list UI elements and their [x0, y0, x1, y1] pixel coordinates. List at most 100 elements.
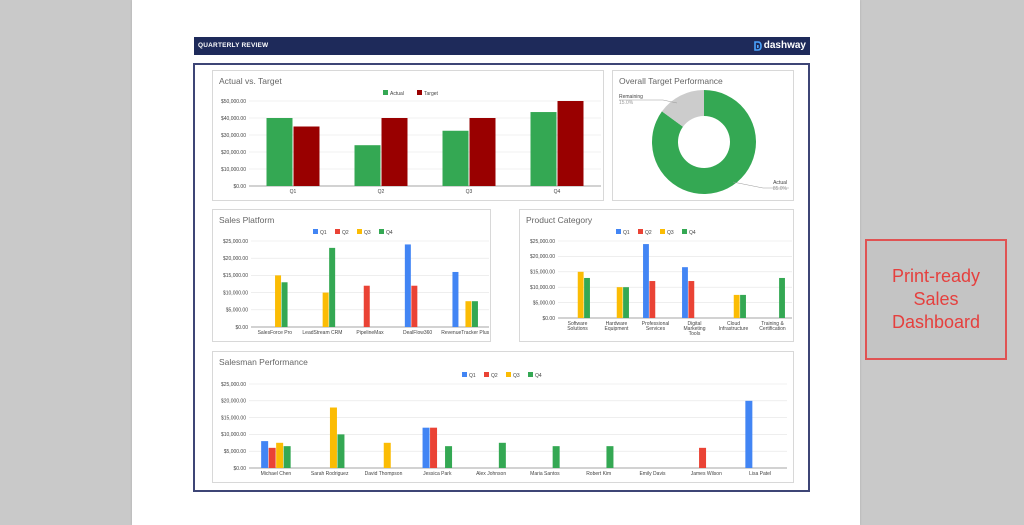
legend-label: Q4 [689, 230, 696, 236]
bar-q4-1 [337, 434, 345, 468]
sales-platform-card: Sales Platform Q1 Q2 Q3 Q4 $0.00 $5,000.00 $10… [212, 209, 491, 342]
legend-label: Q2 [342, 230, 349, 236]
y-tick-label: $30,000.00 [221, 133, 246, 139]
legend-swatch [417, 90, 422, 95]
x-tick-label: Alex Johnson [476, 471, 506, 477]
legend-label: Q1 [320, 230, 327, 236]
report-header: QUARTERLY REVIEW dashway [194, 37, 810, 55]
sales-platform-chart: Q1 Q2 Q3 Q4 $0.00 $5,000.00 $10,000.00 $15,000.… [223, 229, 490, 336]
legend-swatch [335, 229, 340, 234]
x-tick-label: RevenueTracker Plus [441, 330, 489, 336]
actual-label: Actual [773, 180, 787, 186]
overall-target-card: Overall Target Performance Remaining 15.0… [612, 70, 794, 201]
x-tick-label: Hardware [606, 321, 628, 327]
y-tick-label: $5,000.00 [226, 308, 248, 314]
brand-name: dashway [763, 40, 806, 51]
y-tick-label: $0.00 [542, 316, 555, 322]
bar-actual-1 [354, 145, 381, 186]
bar-q4-1 [623, 287, 629, 318]
bar-actual-0 [266, 118, 293, 186]
x-tick-label: Robert Kim [586, 471, 611, 477]
bar-target-3 [557, 101, 584, 186]
bar-q4-5 [779, 277, 785, 318]
legend-label: Q3 [513, 373, 520, 379]
bar-q1-3 [682, 267, 688, 318]
x-tick-label: Professional [642, 321, 670, 327]
actual-leader-line [732, 181, 789, 189]
legend-swatch [506, 372, 511, 377]
y-tick-label: $0.00 [233, 184, 246, 190]
bar-q3-0 [275, 275, 282, 327]
bar-q4-3 [445, 446, 453, 468]
bar-actual-3 [530, 112, 557, 186]
bar-q3-4 [733, 294, 740, 318]
bar-q2-0 [268, 447, 276, 468]
legend-swatch [313, 229, 318, 234]
x-tick-label: Q3 [466, 189, 473, 195]
salesman-performance-chart: Q1 Q2 Q3 Q4 $0.00 $5,000.00 $10,000.00 $15,000.… [221, 372, 787, 477]
bar-q3-1 [322, 292, 329, 327]
actual-vs-target-card: Actual vs. Target Actual Target $0.00 $10,0… [212, 70, 604, 201]
x-tick-label: Q2 [378, 189, 385, 195]
legend-label: Target [424, 91, 439, 97]
y-tick-label: $20,000.00 [530, 254, 555, 260]
y-tick-label: $5,000.00 [224, 449, 246, 455]
bar-q1-9 [745, 400, 753, 468]
legend-label: Actual [390, 91, 404, 97]
legend-label: Q2 [491, 373, 498, 379]
y-tick-label: $0.00 [235, 325, 248, 331]
bar-q4-6 [606, 446, 614, 468]
y-tick-label: $25,000.00 [221, 382, 246, 388]
bar-q2-8 [699, 447, 707, 468]
bar-q1-3 [404, 244, 411, 327]
y-tick-label: $10,000.00 [221, 167, 246, 173]
legend-swatch [638, 229, 643, 234]
chart-title: Salesman Performance [219, 357, 308, 367]
bar-actual-2 [442, 130, 469, 186]
x-tick-label: Sarah Rodriguez [311, 471, 349, 477]
x-tick-label: Emily Davis [639, 471, 666, 477]
x-tick-label: Lisa Patel [749, 471, 771, 477]
bar-q1-4 [452, 271, 459, 327]
bar-q4-4 [740, 294, 746, 318]
y-tick-label: $15,000.00 [221, 415, 246, 421]
x-tick-label: Q4 [554, 189, 561, 195]
x-tick-label: SalesForce Pro [258, 330, 293, 336]
y-tick-label: $5,000.00 [533, 300, 555, 306]
product-category-card: Product Category Q1 Q2 Q3 Q4 $0.00 $5,000.00 $… [519, 209, 794, 342]
bar-q2-2 [649, 281, 656, 318]
y-tick-label: $15,000.00 [223, 273, 248, 279]
bar-q4-4 [498, 442, 506, 468]
y-tick-label: $15,000.00 [530, 270, 555, 276]
legend-label: Q3 [364, 230, 371, 236]
bar-target-1 [381, 118, 408, 186]
callout-text: Print-ready Sales Dashboard [891, 266, 981, 332]
bar-target-2 [469, 118, 496, 186]
x-tick-label: Services [646, 326, 666, 332]
x-tick-label: Marketing [684, 326, 706, 332]
legend-label: Q4 [535, 373, 542, 379]
bar-q2-3 [430, 427, 438, 468]
legend-swatch [484, 372, 489, 377]
slice-actual [652, 90, 756, 194]
actual-percent: 85.0% [773, 186, 788, 192]
bar-q2-2 [363, 285, 370, 327]
bar-q4-0 [584, 277, 590, 318]
legend-swatch [616, 229, 621, 234]
x-tick-label: LeadStream CRM [302, 330, 342, 336]
legend-label: Q4 [386, 230, 393, 236]
x-tick-label: Equipment [605, 326, 630, 332]
bar-q1-3 [422, 427, 430, 468]
bar-q3-0 [577, 271, 584, 318]
chart-title: Sales Platform [219, 215, 275, 225]
bar-q4-1 [329, 247, 336, 327]
salesman-performance-card: Salesman Performance Q1 Q2 Q3 Q4 $0.00 $5,000… [212, 351, 794, 483]
remaining-label: Remaining [619, 94, 643, 100]
bar-q3-1 [329, 407, 337, 468]
y-tick-label: $10,000.00 [221, 432, 246, 438]
x-tick-label: PipelineMax [356, 330, 384, 336]
x-tick-label: James Wilson [691, 471, 722, 477]
bar-q3-0 [276, 442, 284, 468]
remaining-leader-line [619, 99, 678, 104]
